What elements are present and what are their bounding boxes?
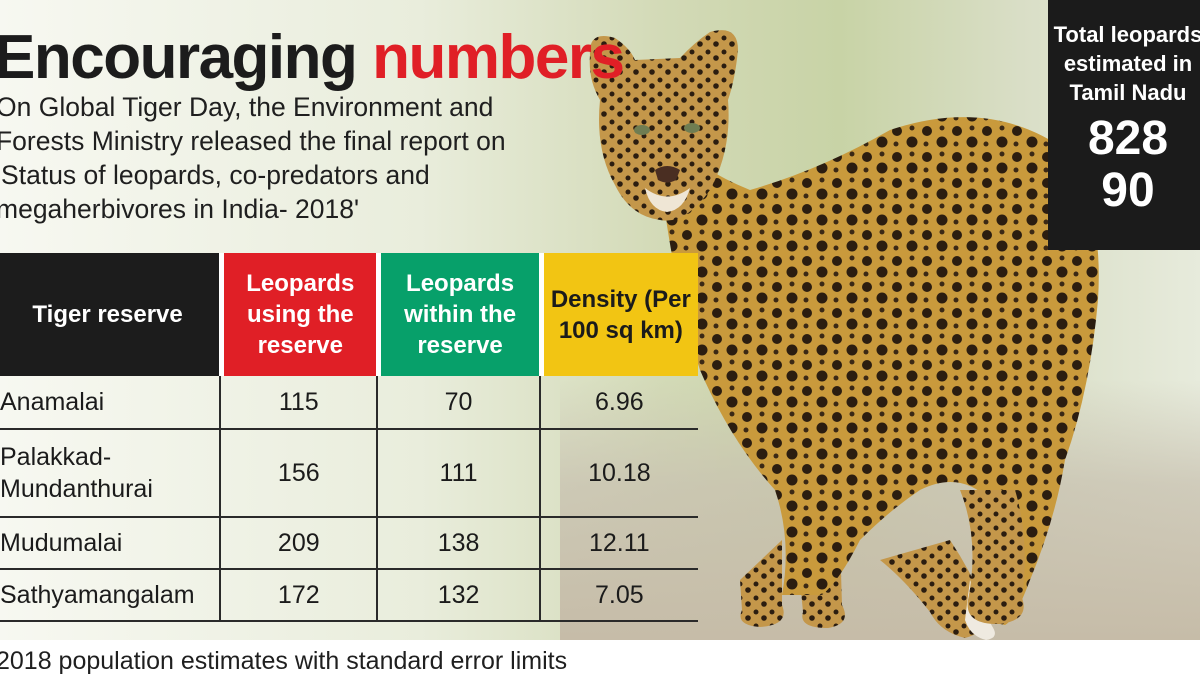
table-header-row: Tiger reserve Leopards using the reserve… — [0, 253, 698, 376]
table-row: Sathyamangalam 172 132 7.05 — [0, 570, 698, 622]
leopard-illustration — [589, 30, 1099, 640]
cell-reserve: Mudumalai — [0, 518, 220, 570]
leopard-body — [655, 117, 1099, 625]
leopard-nose — [655, 166, 680, 183]
col-header-density: Density (Per 100 sq km) — [538, 253, 698, 376]
cell-using: 115 — [219, 376, 377, 430]
cell-using: 209 — [219, 518, 377, 570]
leopard-muzzle — [645, 188, 690, 212]
subhead: On Global Tiger Day, the Environment and… — [0, 92, 506, 224]
cell-density: 6.96 — [538, 376, 698, 430]
leopard-head — [589, 30, 738, 221]
cell-reserve: Anamalai — [0, 376, 220, 430]
leopard-front-leg-back — [740, 540, 784, 627]
col-header-within: Leopards within the reserve — [376, 253, 539, 376]
total-estimate-box: Total leopards estimated in Tamil Nadu 8… — [1048, 0, 1200, 250]
cell-within: 138 — [376, 518, 539, 570]
leopard-tail — [880, 540, 986, 638]
leopard-eye-right — [684, 123, 700, 133]
leopard-hind-leg — [960, 490, 1025, 625]
cell-reserve: Palakkad-Mundanthurai — [0, 430, 220, 518]
cell-within: 70 — [376, 376, 539, 430]
cell-using: 156 — [219, 430, 377, 518]
cell-density: 10.18 — [538, 430, 698, 518]
footnote: 2018 population estimates with standard … — [0, 647, 568, 675]
col-header-reserve: Tiger reserve — [0, 253, 220, 376]
total-estimate-label: Total leopards estimated in Tamil Nadu — [1053, 22, 1200, 105]
table-row: Anamalai 115 70 6.96 — [0, 376, 698, 430]
table-row: Palakkad-Mundanthurai 156 111 10.18 — [0, 430, 698, 518]
cell-within: 132 — [376, 570, 539, 622]
cell-density: 7.05 — [538, 570, 698, 622]
total-estimate-low: 828 — [1087, 112, 1169, 165]
leopard-eye-left — [634, 125, 650, 135]
cell-within: 111 — [376, 430, 539, 518]
cell-using: 172 — [219, 570, 377, 622]
headline-word-2: numbers — [372, 23, 625, 92]
headline-word-1: Encouraging — [0, 23, 358, 92]
total-estimate-high: 90 — [1101, 164, 1155, 217]
headline: Encouraging numbers — [0, 22, 625, 94]
table-row: Mudumalai 209 138 12.11 — [0, 518, 698, 570]
col-header-using: Leopards using the reserve — [219, 253, 377, 376]
cell-density: 12.11 — [538, 518, 698, 570]
leopard-table: Tiger reserve Leopards using the reserve… — [0, 253, 698, 622]
cell-reserve: Sathyamangalam — [0, 570, 220, 622]
